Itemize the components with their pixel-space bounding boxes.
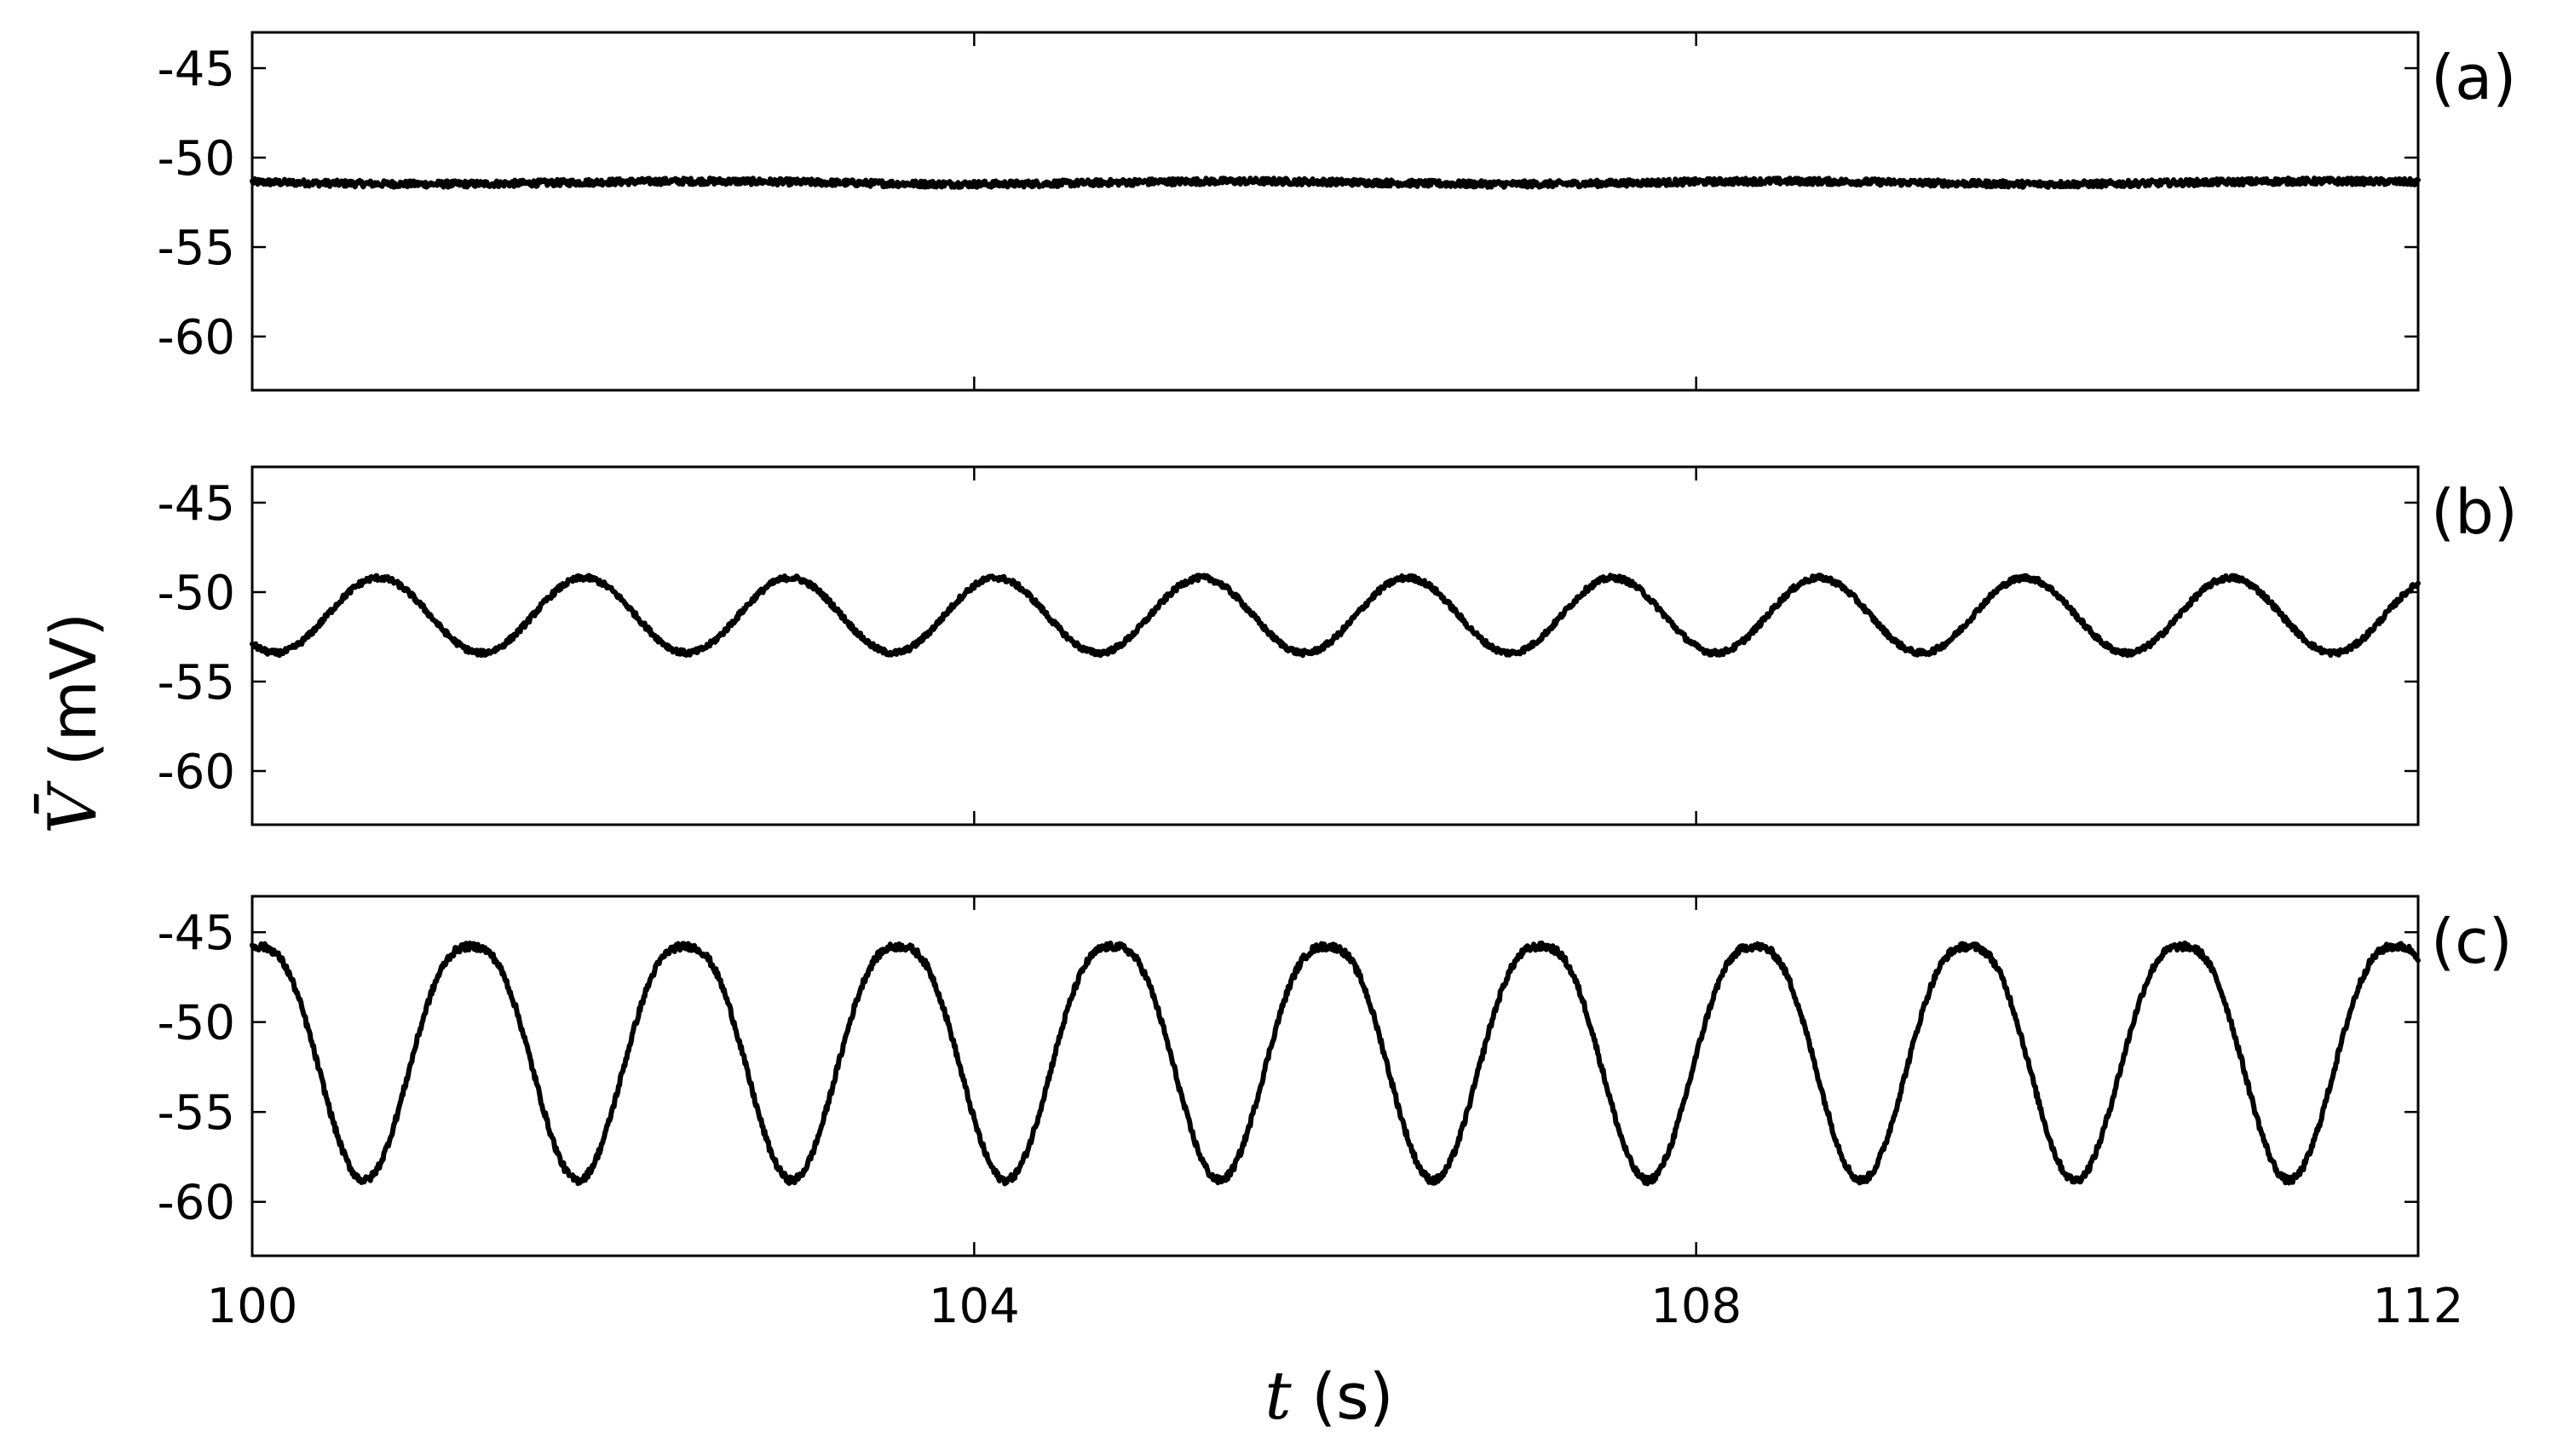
y-tick-label: -45 [158,42,235,97]
y-tick-label: -50 [158,131,235,187]
x-tick-label: 104 [929,1279,1020,1334]
y-tick-label: -55 [158,655,235,711]
y-tick-label: -45 [158,906,235,961]
x-tick-label: 112 [2373,1279,2464,1334]
plot-frame [251,31,2420,392]
x-axis-label-unit: (s) [1292,1361,1394,1434]
x-axis-label: t (s) [1264,1358,1393,1435]
panel-label: (b) [2431,476,2518,548]
series-line [250,573,2421,659]
panel-b: -45 -50 -55 -60 (b) [158,465,2518,826]
y-tick-label: -55 [158,1085,235,1141]
y-tick-label: -55 [158,221,235,276]
panel-label: (c) [2431,906,2513,977]
y-axis-label-variable: V̄ [33,780,112,834]
plot-frame [251,465,2420,826]
panels: -45-50-55-60(a)-45-50-55-60(b)-45-50-55-… [158,31,2518,1334]
plot-frame [251,895,2420,1257]
y-tick-label: -60 [158,745,235,800]
y-axis-label: V̄ (mV) [33,613,112,834]
panel-c: -45 -50 -55 -60 100 104 108 112 (c) [158,895,2513,1334]
x-tick-label: 100 [207,1279,298,1334]
y-tick-label: -60 [158,310,235,365]
panel-a: -45 -50 -55 -60 (a) [158,31,2516,392]
y-tick-label: -45 [158,476,235,532]
series-line [250,176,2421,190]
x-axis-label-variable: t [1264,1358,1292,1435]
x-tick-label: 108 [1650,1279,1742,1334]
series-line [250,941,2421,1187]
y-tick-label: -60 [158,1176,235,1231]
panel-label: (a) [2431,42,2516,113]
y-axis-label-unit: (mV) [37,613,111,786]
y-tick-label: -50 [158,566,235,621]
y-tick-label: -50 [158,996,235,1051]
